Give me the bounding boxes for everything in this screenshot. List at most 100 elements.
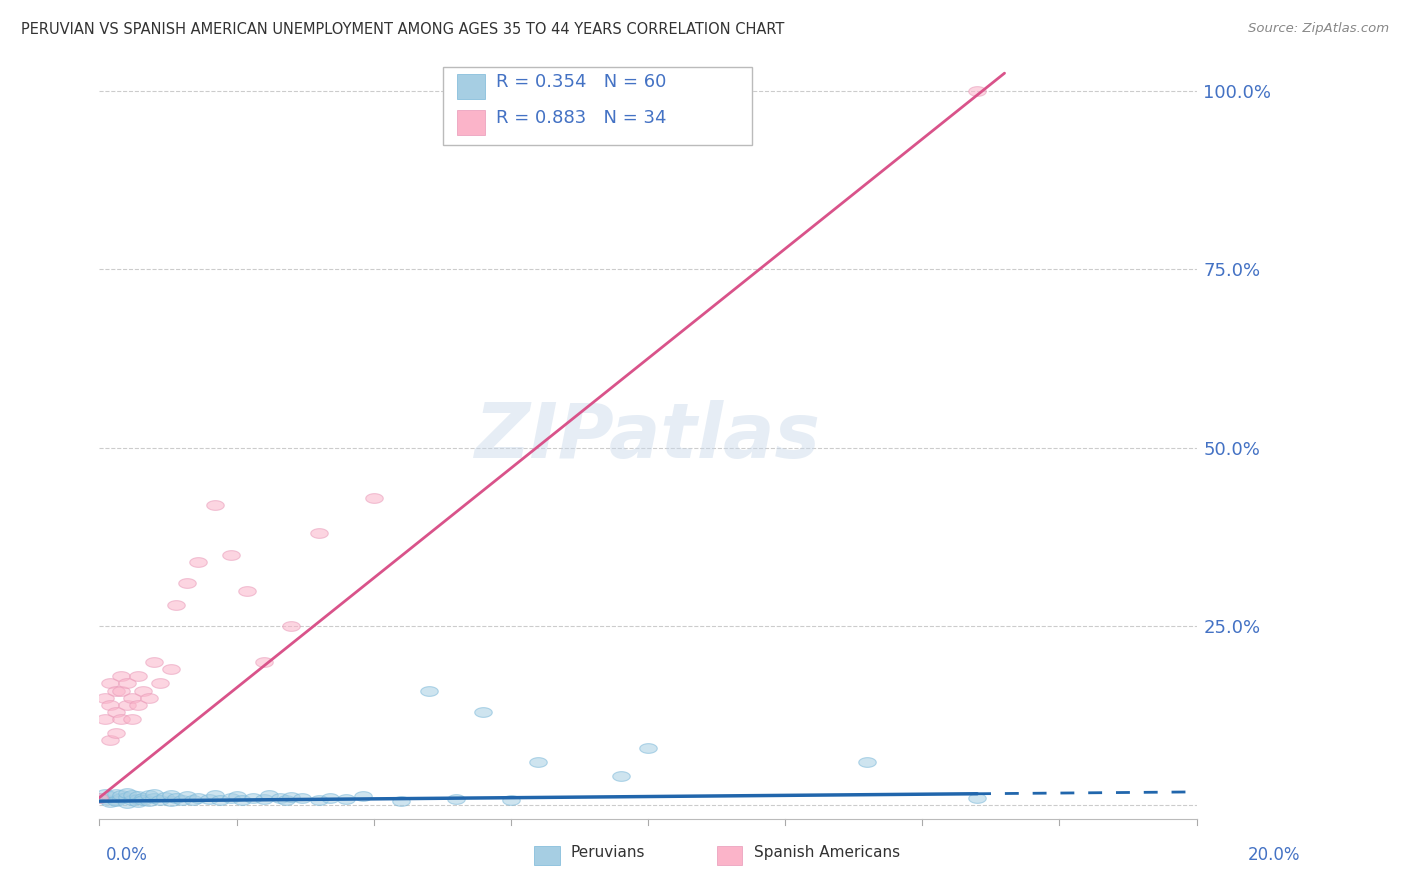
- Point: [170, 793, 193, 807]
- Point: [138, 789, 160, 803]
- Point: [165, 598, 187, 612]
- Point: [219, 790, 242, 805]
- Point: [308, 526, 330, 541]
- Point: [231, 793, 253, 807]
- Point: [165, 791, 187, 805]
- Text: Peruvians: Peruvians: [571, 846, 645, 860]
- Point: [444, 792, 467, 806]
- Point: [94, 712, 117, 726]
- Point: [966, 790, 988, 805]
- Point: [472, 705, 495, 719]
- Text: R = 0.883   N = 34: R = 0.883 N = 34: [496, 109, 666, 127]
- Point: [132, 793, 155, 807]
- Text: Spanish Americans: Spanish Americans: [754, 846, 900, 860]
- Point: [209, 793, 232, 807]
- Point: [274, 793, 297, 807]
- Point: [280, 789, 302, 804]
- Point: [149, 793, 172, 807]
- Point: [204, 498, 226, 512]
- Point: [110, 683, 132, 698]
- Point: [352, 789, 374, 804]
- Text: ZIPatlas: ZIPatlas: [475, 401, 821, 474]
- Point: [187, 790, 209, 805]
- Point: [104, 726, 127, 740]
- Point: [121, 712, 143, 726]
- Point: [94, 690, 117, 705]
- Point: [98, 733, 121, 747]
- Point: [187, 555, 209, 569]
- Point: [335, 792, 357, 806]
- Point: [143, 655, 166, 669]
- Point: [609, 769, 631, 783]
- Point: [966, 84, 988, 98]
- Point: [219, 548, 242, 562]
- Point: [110, 669, 132, 683]
- Point: [104, 683, 127, 698]
- Point: [143, 791, 166, 805]
- Point: [127, 698, 149, 712]
- Point: [127, 669, 149, 683]
- Point: [121, 788, 143, 802]
- Text: PERUVIAN VS SPANISH AMERICAN UNEMPLOYMENT AMONG AGES 35 TO 44 YEARS CORRELATION : PERUVIAN VS SPANISH AMERICAN UNEMPLOYMEN…: [21, 22, 785, 37]
- Point: [225, 789, 247, 804]
- Text: Source: ZipAtlas.com: Source: ZipAtlas.com: [1249, 22, 1389, 36]
- Point: [308, 793, 330, 807]
- Point: [319, 790, 342, 805]
- Point: [253, 655, 276, 669]
- Point: [280, 619, 302, 633]
- Point: [94, 787, 117, 801]
- Point: [418, 683, 440, 698]
- Point: [159, 789, 181, 803]
- Point: [236, 583, 259, 598]
- Point: [89, 790, 111, 805]
- Point: [242, 791, 264, 805]
- Point: [159, 794, 181, 808]
- Point: [104, 705, 127, 719]
- Point: [115, 676, 138, 690]
- Point: [110, 789, 132, 803]
- Point: [98, 698, 121, 712]
- Point: [132, 683, 155, 698]
- Point: [143, 787, 166, 801]
- Text: 0.0%: 0.0%: [105, 846, 148, 863]
- Point: [104, 794, 127, 808]
- Point: [98, 676, 121, 690]
- Point: [181, 793, 204, 807]
- Point: [153, 789, 176, 804]
- Point: [159, 662, 181, 676]
- Point: [176, 789, 198, 804]
- Point: [127, 792, 149, 806]
- Point: [115, 789, 138, 804]
- Point: [98, 795, 121, 809]
- Point: [637, 740, 659, 755]
- Point: [89, 790, 111, 805]
- Point: [389, 794, 412, 808]
- Point: [259, 789, 281, 803]
- Point: [121, 690, 143, 705]
- Point: [104, 793, 127, 807]
- Point: [204, 788, 226, 802]
- Point: [363, 491, 385, 505]
- Point: [138, 690, 160, 705]
- Text: R = 0.354   N = 60: R = 0.354 N = 60: [496, 73, 666, 91]
- Point: [98, 789, 121, 804]
- Point: [269, 790, 291, 805]
- Point: [110, 791, 132, 805]
- Point: [132, 790, 155, 805]
- Point: [138, 794, 160, 808]
- Point: [127, 795, 149, 809]
- Point: [94, 792, 117, 806]
- Point: [110, 712, 132, 726]
- Point: [198, 792, 221, 806]
- Point: [291, 791, 314, 805]
- Point: [149, 676, 172, 690]
- Point: [527, 755, 550, 769]
- Point: [253, 792, 276, 806]
- Point: [127, 789, 149, 804]
- Point: [115, 796, 138, 810]
- Point: [121, 793, 143, 807]
- Point: [856, 755, 879, 769]
- Point: [115, 698, 138, 712]
- Point: [176, 576, 198, 591]
- Point: [104, 787, 127, 801]
